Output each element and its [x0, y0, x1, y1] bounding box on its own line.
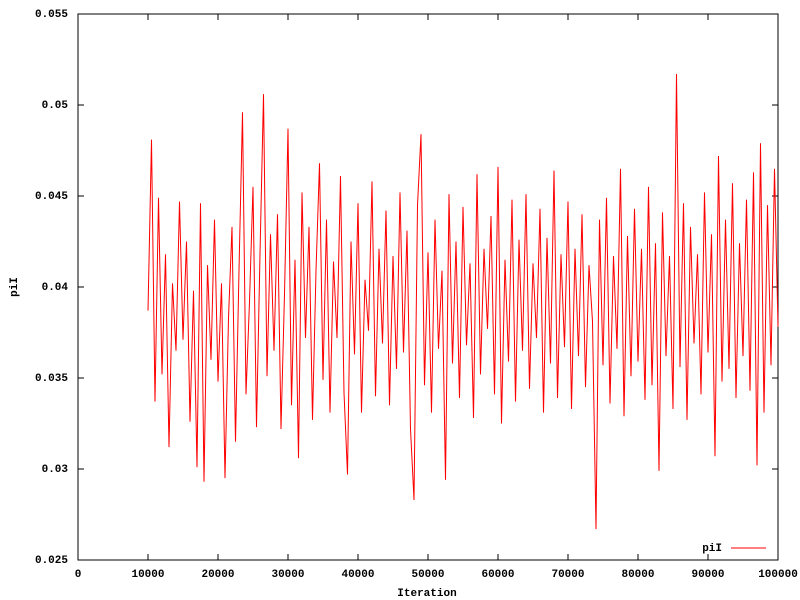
- x-tick-label: 70000: [551, 569, 584, 581]
- legend-label: piI: [702, 543, 722, 555]
- x-axis-label: Iteration: [397, 588, 456, 600]
- y-tick-label: 0.025: [35, 555, 68, 567]
- x-tick-label: 0: [75, 569, 82, 581]
- y-tick-label: 0.045: [35, 191, 68, 203]
- x-tick-label: 90000: [691, 569, 724, 581]
- x-tick-label: 20000: [201, 569, 234, 581]
- x-tick-label: 30000: [271, 569, 304, 581]
- y-tick-label: 0.055: [35, 9, 68, 21]
- x-tick-label: 50000: [411, 569, 444, 581]
- x-tick-label: 100000: [758, 569, 798, 581]
- x-tick-label: 80000: [621, 569, 654, 581]
- x-tick-label: 40000: [341, 569, 374, 581]
- y-axis-label: piI: [9, 277, 21, 297]
- x-tick-label: 60000: [481, 569, 514, 581]
- y-tick-label: 0.03: [42, 464, 69, 476]
- y-tick-label: 0.05: [42, 100, 69, 112]
- x-tick-label: 10000: [131, 569, 164, 581]
- series-line: [147, 74, 779, 530]
- y-tick-label: 0.035: [35, 373, 68, 385]
- y-tick-label: 0.04: [42, 282, 69, 294]
